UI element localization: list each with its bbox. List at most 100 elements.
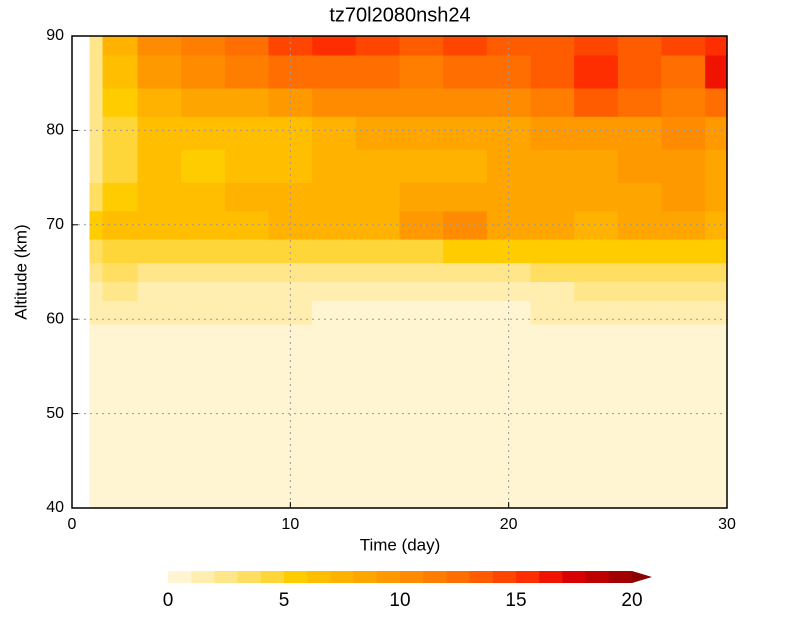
contour-cell [399, 375, 444, 462]
contour-cell [705, 210, 728, 240]
colorbar-tick-label: 0 [163, 590, 174, 611]
contour-cell [181, 149, 226, 183]
contour-cell [530, 262, 575, 283]
contour-cell [443, 375, 488, 462]
contour-cell [89, 375, 104, 462]
colorbar-box [562, 571, 587, 583]
contour-cell [102, 300, 139, 325]
contour-cell [399, 54, 444, 89]
contour-cell [355, 262, 401, 283]
contour-cell [137, 460, 182, 509]
colorbar-box [237, 571, 262, 583]
y-tick-label: 70 [46, 216, 64, 233]
contour-cell [224, 300, 270, 325]
contour-cell [181, 300, 226, 325]
contour-cell [89, 238, 104, 264]
contour-cell [224, 87, 270, 117]
contour-cell [574, 210, 619, 240]
contour-cell [530, 300, 575, 325]
contour-cell [617, 182, 663, 212]
contour-cell [617, 238, 663, 264]
y-tick-label: 60 [46, 310, 64, 327]
colorbar-box [585, 571, 610, 583]
contour-cell [617, 116, 663, 150]
contour-cell [137, 281, 182, 301]
contour-cell [355, 281, 401, 301]
contour-cell [355, 238, 401, 264]
contour-cell [181, 36, 226, 56]
contour-cell [102, 375, 139, 462]
contour-cell [137, 262, 182, 283]
contour-cell [89, 323, 104, 377]
contour-cell [617, 54, 663, 89]
colorbar-box [191, 571, 215, 583]
contour-cell [486, 54, 532, 89]
contour-cell [89, 300, 104, 325]
contour-cell [268, 54, 313, 89]
contour-cell [705, 375, 728, 462]
contour-cell [89, 262, 104, 283]
contour-cell [224, 375, 270, 462]
contour-cell [102, 238, 139, 264]
colorbar-tick-label: 5 [279, 590, 290, 611]
colorbar-box [608, 571, 633, 583]
contour-cell [661, 323, 706, 377]
contour-cell [355, 116, 401, 150]
contour-cell [399, 182, 444, 212]
contour-cell [443, 87, 488, 117]
colorbar-box [168, 571, 192, 583]
contour-cell [355, 87, 401, 117]
contour-cell [89, 281, 104, 301]
contour-cell [137, 149, 182, 183]
contour-cell [268, 262, 313, 283]
contour-cell [443, 238, 488, 264]
contour-cell [102, 281, 139, 301]
contour-cell [268, 375, 313, 462]
contour-cell [617, 149, 663, 183]
contour-cell [530, 54, 575, 89]
y-tick-label: 80 [46, 122, 64, 139]
y-tick-label: 90 [46, 27, 64, 44]
contour-cell [89, 87, 104, 117]
contour-cell [399, 262, 444, 283]
contour-cell [617, 87, 663, 117]
contour-cell [102, 323, 139, 377]
contour-cell [137, 300, 182, 325]
contour-cell [355, 36, 401, 56]
contour-cell [355, 300, 401, 325]
contour-cell [661, 149, 706, 183]
contour-cell [574, 281, 619, 301]
contour-cell [181, 238, 226, 264]
contour-cell [705, 300, 728, 325]
colorbar-box [516, 571, 540, 583]
contour-cell [224, 323, 270, 377]
contour-cell [89, 116, 104, 150]
contour-cell [486, 36, 532, 56]
contour-cell [399, 323, 444, 377]
colorbar-box [539, 571, 563, 583]
colorbar-extend [632, 571, 652, 583]
contour-cell [443, 281, 488, 301]
contour-cell [530, 182, 575, 212]
contour-cell [399, 149, 444, 183]
contour-cell [268, 149, 313, 183]
contour-cell [181, 54, 226, 89]
contour-cell [486, 281, 532, 301]
contour-cell [705, 149, 728, 183]
contour-cell [530, 36, 575, 56]
contour-cell [574, 87, 619, 117]
contour-cell [102, 262, 139, 283]
contour-cell [617, 36, 663, 56]
contour-cell [530, 238, 575, 264]
y-axis-label: Altitude (km) [11, 224, 30, 319]
contour-cell [661, 375, 706, 462]
colorbar-tick-label: 15 [505, 590, 526, 611]
contour-cell [574, 54, 619, 89]
contour-cell [137, 54, 182, 89]
colorbar-box [330, 571, 355, 583]
colorbar-box [307, 571, 331, 583]
contour-cell [617, 460, 663, 509]
contour-cell [661, 36, 706, 56]
contour-cell [312, 375, 357, 462]
contour-cell [530, 375, 575, 462]
